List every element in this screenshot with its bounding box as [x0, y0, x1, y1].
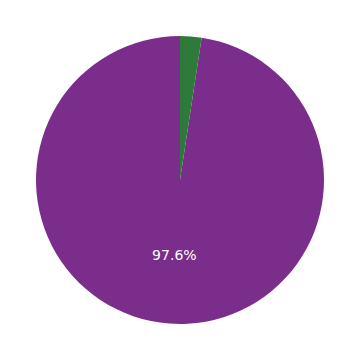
svg-text:97.6%: 97.6%: [152, 247, 196, 263]
